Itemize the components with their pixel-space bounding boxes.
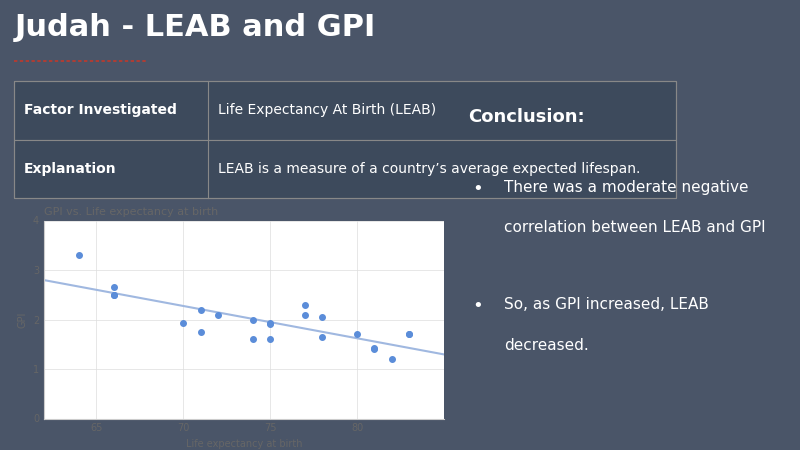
Text: Factor Investigated: Factor Investigated: [24, 103, 177, 117]
Point: [194, 306, 207, 313]
Point: [316, 333, 329, 340]
Point: [264, 321, 277, 328]
Point: [316, 313, 329, 320]
Point: [298, 311, 311, 318]
Text: correlation between LEAB and GPI: correlation between LEAB and GPI: [504, 220, 766, 235]
Text: •: •: [472, 180, 482, 198]
Text: LEAB is a measure of a country’s average expected lifespan.: LEAB is a measure of a country’s average…: [218, 162, 640, 176]
Point: [177, 320, 190, 327]
Point: [246, 336, 259, 343]
X-axis label: Life expectancy at birth: Life expectancy at birth: [186, 439, 302, 449]
Text: Life Expectancy At Birth (LEAB): Life Expectancy At Birth (LEAB): [218, 103, 436, 117]
Point: [72, 252, 85, 259]
Text: Judah - LEAB and GPI: Judah - LEAB and GPI: [14, 14, 376, 42]
Text: decreased.: decreased.: [504, 338, 589, 352]
Point: [194, 328, 207, 336]
Point: [107, 291, 120, 298]
Point: [211, 311, 224, 318]
Point: [264, 336, 277, 343]
Text: GPI vs. Life expectancy at birth: GPI vs. Life expectancy at birth: [44, 207, 218, 217]
Point: [386, 356, 398, 363]
Text: •: •: [472, 297, 482, 315]
Point: [350, 331, 363, 338]
Text: Conclusion:: Conclusion:: [468, 108, 585, 126]
Point: [107, 284, 120, 291]
Point: [246, 316, 259, 323]
Text: Explanation: Explanation: [24, 162, 117, 176]
Point: [403, 331, 416, 338]
Point: [298, 301, 311, 308]
Point: [264, 320, 277, 327]
Point: [107, 291, 120, 298]
Point: [403, 331, 416, 338]
Text: There was a moderate negative: There was a moderate negative: [504, 180, 749, 195]
Text: So, as GPI increased, LEAB: So, as GPI increased, LEAB: [504, 297, 709, 312]
Point: [368, 344, 381, 351]
Y-axis label: GPI: GPI: [18, 311, 27, 328]
Point: [368, 346, 381, 353]
